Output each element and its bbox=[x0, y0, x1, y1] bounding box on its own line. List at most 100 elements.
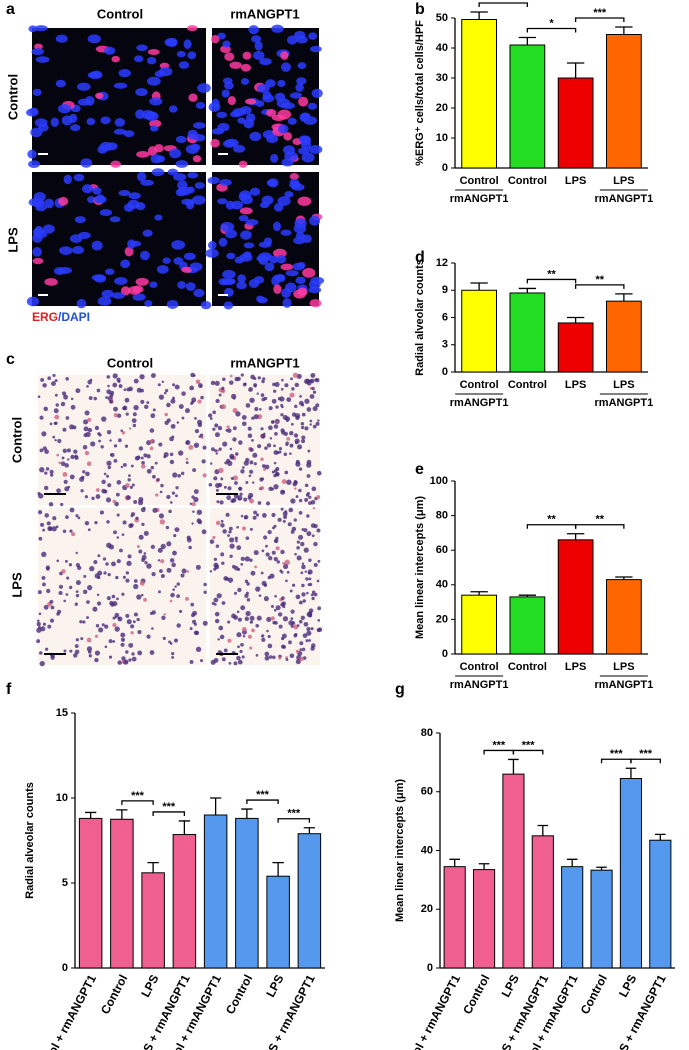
cell bbox=[138, 549, 143, 554]
error-bar bbox=[566, 62, 585, 78]
cell bbox=[161, 615, 166, 620]
cell bbox=[220, 404, 227, 410]
cell bbox=[130, 624, 135, 629]
cell bbox=[300, 425, 305, 430]
nucleus bbox=[44, 198, 54, 209]
cell bbox=[52, 373, 56, 378]
bar bbox=[461, 594, 497, 655]
cell bbox=[274, 381, 280, 388]
cell bbox=[245, 481, 249, 485]
cell bbox=[84, 520, 90, 526]
y-axis-label: Radial alveolar counts bbox=[24, 782, 36, 899]
nucleus bbox=[104, 268, 115, 275]
cell bbox=[244, 579, 249, 584]
cell bbox=[44, 513, 50, 518]
nucleus bbox=[249, 187, 261, 196]
cell bbox=[236, 525, 239, 529]
cell bbox=[121, 592, 125, 596]
nucleus bbox=[113, 82, 128, 89]
cell bbox=[149, 428, 155, 433]
cell bbox=[281, 378, 284, 382]
cell bbox=[114, 501, 119, 507]
cell bbox=[219, 500, 224, 505]
y-tick-label: 40 bbox=[436, 42, 448, 54]
nucleus bbox=[149, 281, 158, 288]
cell bbox=[123, 388, 127, 392]
cell bbox=[131, 418, 137, 423]
cell bbox=[289, 443, 294, 448]
nucleus bbox=[168, 105, 178, 113]
cell bbox=[120, 637, 126, 642]
cell bbox=[104, 645, 108, 649]
nucleus bbox=[271, 114, 286, 121]
cell bbox=[107, 483, 112, 488]
significance-bracket bbox=[478, 2, 529, 7]
cell bbox=[264, 446, 268, 450]
cell bbox=[191, 619, 197, 624]
cell bbox=[120, 632, 126, 638]
nucleus bbox=[258, 255, 269, 265]
cell bbox=[271, 550, 276, 555]
nucleus bbox=[222, 77, 233, 85]
cell bbox=[251, 628, 255, 633]
y-tick-label: 0 bbox=[442, 162, 448, 174]
error-bar bbox=[508, 758, 519, 775]
cell bbox=[171, 652, 175, 656]
nucleus bbox=[135, 88, 148, 97]
cell bbox=[128, 523, 134, 529]
cell bbox=[159, 569, 163, 573]
cell bbox=[185, 461, 189, 465]
cell bbox=[215, 488, 219, 492]
cell bbox=[253, 384, 257, 388]
cell bbox=[267, 643, 273, 649]
cell bbox=[133, 499, 138, 504]
nucleus bbox=[175, 160, 189, 168]
error-bar bbox=[210, 797, 222, 815]
cell bbox=[243, 460, 249, 466]
cell bbox=[244, 593, 249, 599]
cell bbox=[188, 545, 192, 550]
cell bbox=[128, 642, 134, 648]
cell bbox=[226, 425, 230, 429]
cell bbox=[98, 439, 102, 443]
nucleus bbox=[181, 198, 195, 206]
nucleus bbox=[38, 123, 49, 132]
error-bar bbox=[615, 576, 633, 580]
cell bbox=[109, 439, 112, 442]
nucleus bbox=[171, 240, 186, 250]
cell bbox=[271, 512, 276, 518]
cell bbox=[237, 587, 242, 593]
cell bbox=[298, 534, 304, 540]
cell bbox=[136, 617, 140, 622]
micrograph bbox=[207, 372, 322, 506]
nucleus bbox=[280, 229, 292, 236]
cell bbox=[228, 530, 232, 534]
cell bbox=[245, 536, 250, 540]
cell bbox=[57, 609, 62, 614]
cell bbox=[241, 421, 247, 427]
cell bbox=[261, 513, 267, 518]
cell bbox=[194, 630, 200, 636]
cell bbox=[264, 651, 270, 657]
nucleus bbox=[229, 61, 242, 69]
cell bbox=[189, 502, 193, 506]
cell bbox=[123, 659, 129, 665]
cell bbox=[277, 517, 282, 522]
nucleus bbox=[243, 242, 255, 249]
cell bbox=[125, 571, 130, 575]
cell bbox=[101, 479, 106, 485]
cell bbox=[159, 519, 165, 525]
cell bbox=[163, 391, 167, 395]
significance-label: *** bbox=[287, 808, 301, 820]
cell bbox=[288, 640, 292, 645]
nucleus bbox=[282, 298, 292, 308]
cell bbox=[290, 617, 294, 621]
cell bbox=[306, 626, 311, 631]
nucleus bbox=[28, 25, 37, 33]
cell bbox=[160, 573, 165, 578]
cell bbox=[130, 464, 134, 468]
x-tick-label: Control bbox=[98, 972, 130, 1016]
cell bbox=[265, 501, 271, 506]
cell bbox=[209, 539, 215, 544]
cell bbox=[313, 592, 318, 597]
